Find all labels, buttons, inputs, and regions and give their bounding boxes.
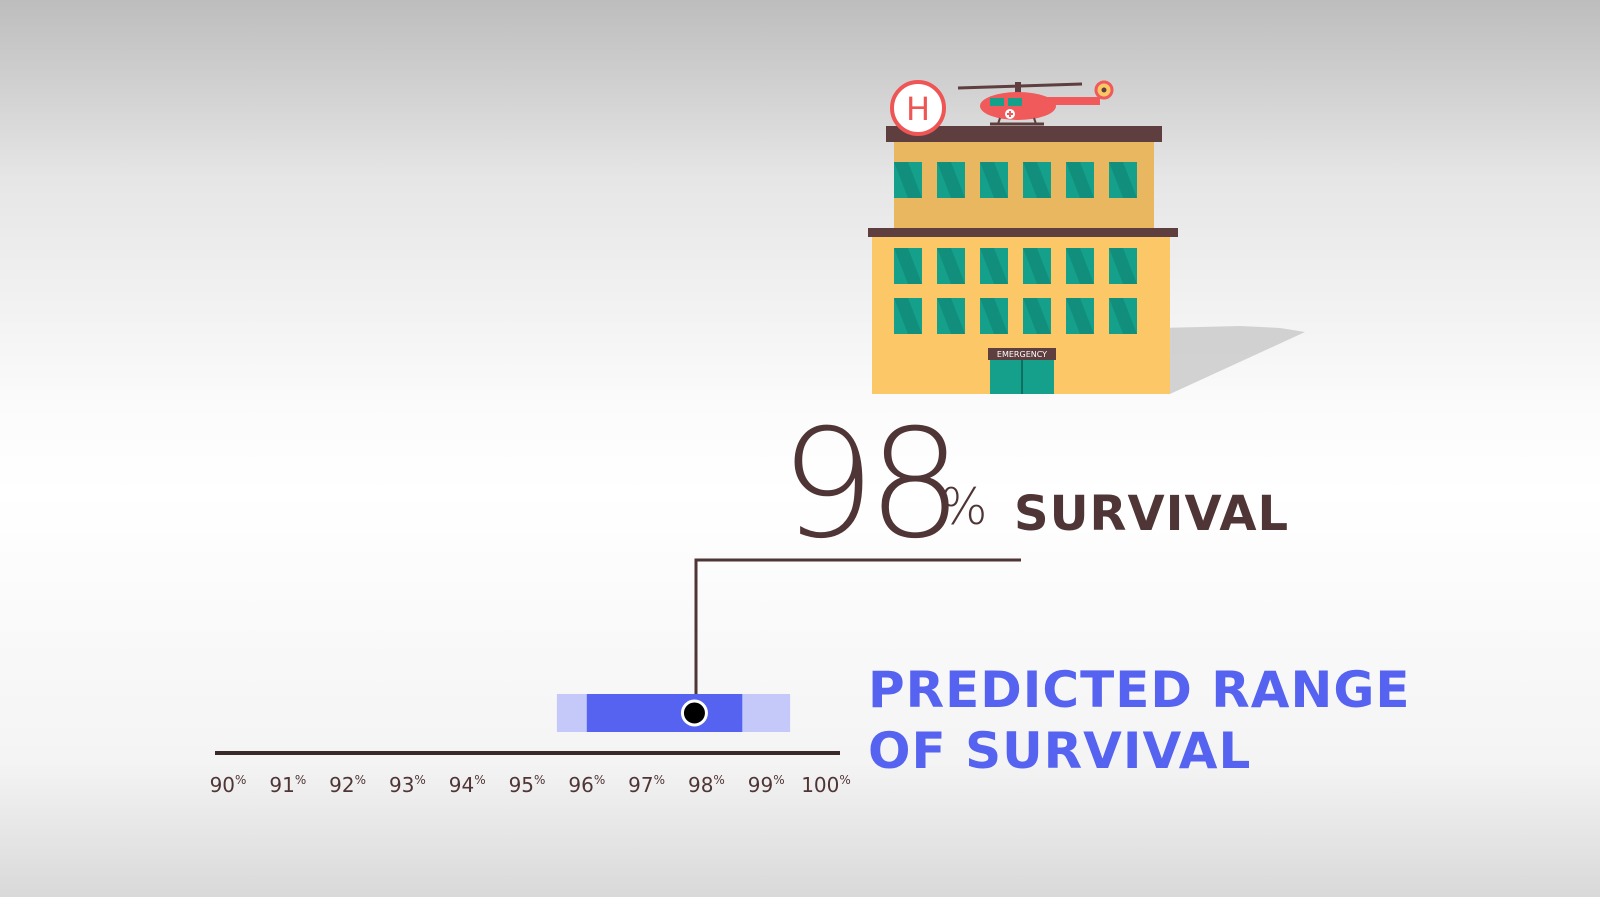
window-r2-c1 bbox=[937, 298, 965, 334]
x-tick-label-98: 98% bbox=[688, 773, 725, 797]
x-tick-value: 91 bbox=[269, 773, 294, 797]
x-tick-label-90: 90% bbox=[210, 773, 247, 797]
window-r1-c4 bbox=[1066, 248, 1094, 284]
x-tick-value: 93 bbox=[389, 773, 414, 797]
point-estimate-marker bbox=[680, 699, 708, 727]
window-shade bbox=[1109, 298, 1137, 334]
emergency-sign-board bbox=[988, 348, 1056, 360]
window-r2-c4 bbox=[1066, 298, 1094, 334]
x-tick-unit: % bbox=[839, 773, 850, 787]
x-tick-label-94: 94% bbox=[449, 773, 486, 797]
window-r0-c3 bbox=[1023, 162, 1051, 198]
window-r1-c1 bbox=[937, 248, 965, 284]
window-shade bbox=[937, 248, 965, 284]
survival-percent-sign: % bbox=[940, 478, 988, 536]
window-shade bbox=[1023, 298, 1051, 334]
x-tick-label-92: 92% bbox=[329, 773, 366, 797]
window-shade bbox=[980, 162, 1008, 198]
x-tick-unit: % bbox=[773, 773, 784, 787]
x-tick-label-93: 93% bbox=[389, 773, 426, 797]
survival-value: 98 bbox=[780, 398, 963, 572]
x-tick-label-96: 96% bbox=[568, 773, 605, 797]
window-r1-c0 bbox=[894, 248, 922, 284]
survival-label: SURVIVAL bbox=[1014, 486, 1290, 542]
roof-top bbox=[886, 126, 1162, 142]
helicopter-icon bbox=[957, 80, 1114, 126]
window-r1-c2 bbox=[980, 248, 1008, 284]
x-tick-value: 92 bbox=[329, 773, 354, 797]
x-tick-value: 97 bbox=[628, 773, 653, 797]
x-tick-unit: % bbox=[713, 773, 724, 787]
predicted-range-label-line1: PREDICTED RANGE bbox=[868, 661, 1411, 719]
helipad-icon bbox=[890, 80, 946, 136]
helipad-letter: H bbox=[906, 90, 930, 128]
x-tick-value: 96 bbox=[568, 773, 593, 797]
x-tick-label-100: 100% bbox=[801, 773, 851, 797]
window-shade bbox=[894, 298, 922, 334]
x-tick-label-91: 91% bbox=[269, 773, 306, 797]
window-shade bbox=[1066, 248, 1094, 284]
x-tick-unit: % bbox=[295, 773, 306, 787]
x-tick-unit: % bbox=[355, 773, 366, 787]
x-tick-value: 100 bbox=[801, 773, 839, 797]
predicted-range-label: PREDICTED RANGE OF SURVIVAL bbox=[868, 660, 1411, 782]
x-tick-label-97: 97% bbox=[628, 773, 665, 797]
window-shade bbox=[894, 248, 922, 284]
window-r2-c2 bbox=[980, 298, 1008, 334]
x-tick-unit: % bbox=[594, 773, 605, 787]
x-tick-unit: % bbox=[235, 773, 246, 787]
window-r0-c2 bbox=[980, 162, 1008, 198]
window-shade bbox=[1109, 248, 1137, 284]
x-tick-unit: % bbox=[474, 773, 485, 787]
inner-range-bar bbox=[586, 694, 743, 732]
window-r2-c0 bbox=[894, 298, 922, 334]
window-shade bbox=[980, 248, 1008, 284]
emergency-sign-text: EMERGENCY bbox=[997, 350, 1047, 359]
window-shade bbox=[894, 162, 922, 198]
window-shade bbox=[937, 298, 965, 334]
window-shade bbox=[1066, 298, 1094, 334]
x-tick-value: 90 bbox=[210, 773, 235, 797]
window-r2-c3 bbox=[1023, 298, 1051, 334]
window-r2-c5 bbox=[1109, 298, 1137, 334]
window-r1-c5 bbox=[1109, 248, 1137, 284]
window-shade bbox=[1109, 162, 1137, 198]
window-shade bbox=[1023, 162, 1051, 198]
x-tick-value: 98 bbox=[688, 773, 713, 797]
window-grid bbox=[894, 162, 1137, 334]
window-shade bbox=[1066, 162, 1094, 198]
x-tick-label-99: 99% bbox=[748, 773, 785, 797]
x-tick-unit: % bbox=[414, 773, 425, 787]
predicted-range-label-line2: OF SURVIVAL bbox=[868, 722, 1252, 780]
window-r0-c1 bbox=[937, 162, 965, 198]
window-r1-c3 bbox=[1023, 248, 1051, 284]
building-shadow bbox=[1160, 326, 1305, 394]
x-tick-value: 95 bbox=[509, 773, 534, 797]
x-tick-value: 94 bbox=[449, 773, 474, 797]
x-tick-unit: % bbox=[534, 773, 545, 787]
x-tick-label-95: 95% bbox=[509, 773, 546, 797]
window-shade bbox=[980, 298, 1008, 334]
roof-middle bbox=[868, 228, 1178, 237]
x-tick-unit: % bbox=[654, 773, 665, 787]
window-r0-c0 bbox=[894, 162, 922, 198]
window-shade bbox=[937, 162, 965, 198]
window-shade bbox=[1023, 248, 1051, 284]
window-r0-c5 bbox=[1109, 162, 1137, 198]
survival-headline: 98 % SURVIVAL bbox=[780, 410, 1288, 560]
x-axis-tick-labels: 90% 91% 92% 93% 94% 95% 96% 97% 98% 99% 100% bbox=[210, 773, 851, 797]
x-tick-value: 99 bbox=[748, 773, 773, 797]
window-r0-c4 bbox=[1066, 162, 1094, 198]
hospital-illustration: EMERGENCY H bbox=[868, 80, 1305, 394]
